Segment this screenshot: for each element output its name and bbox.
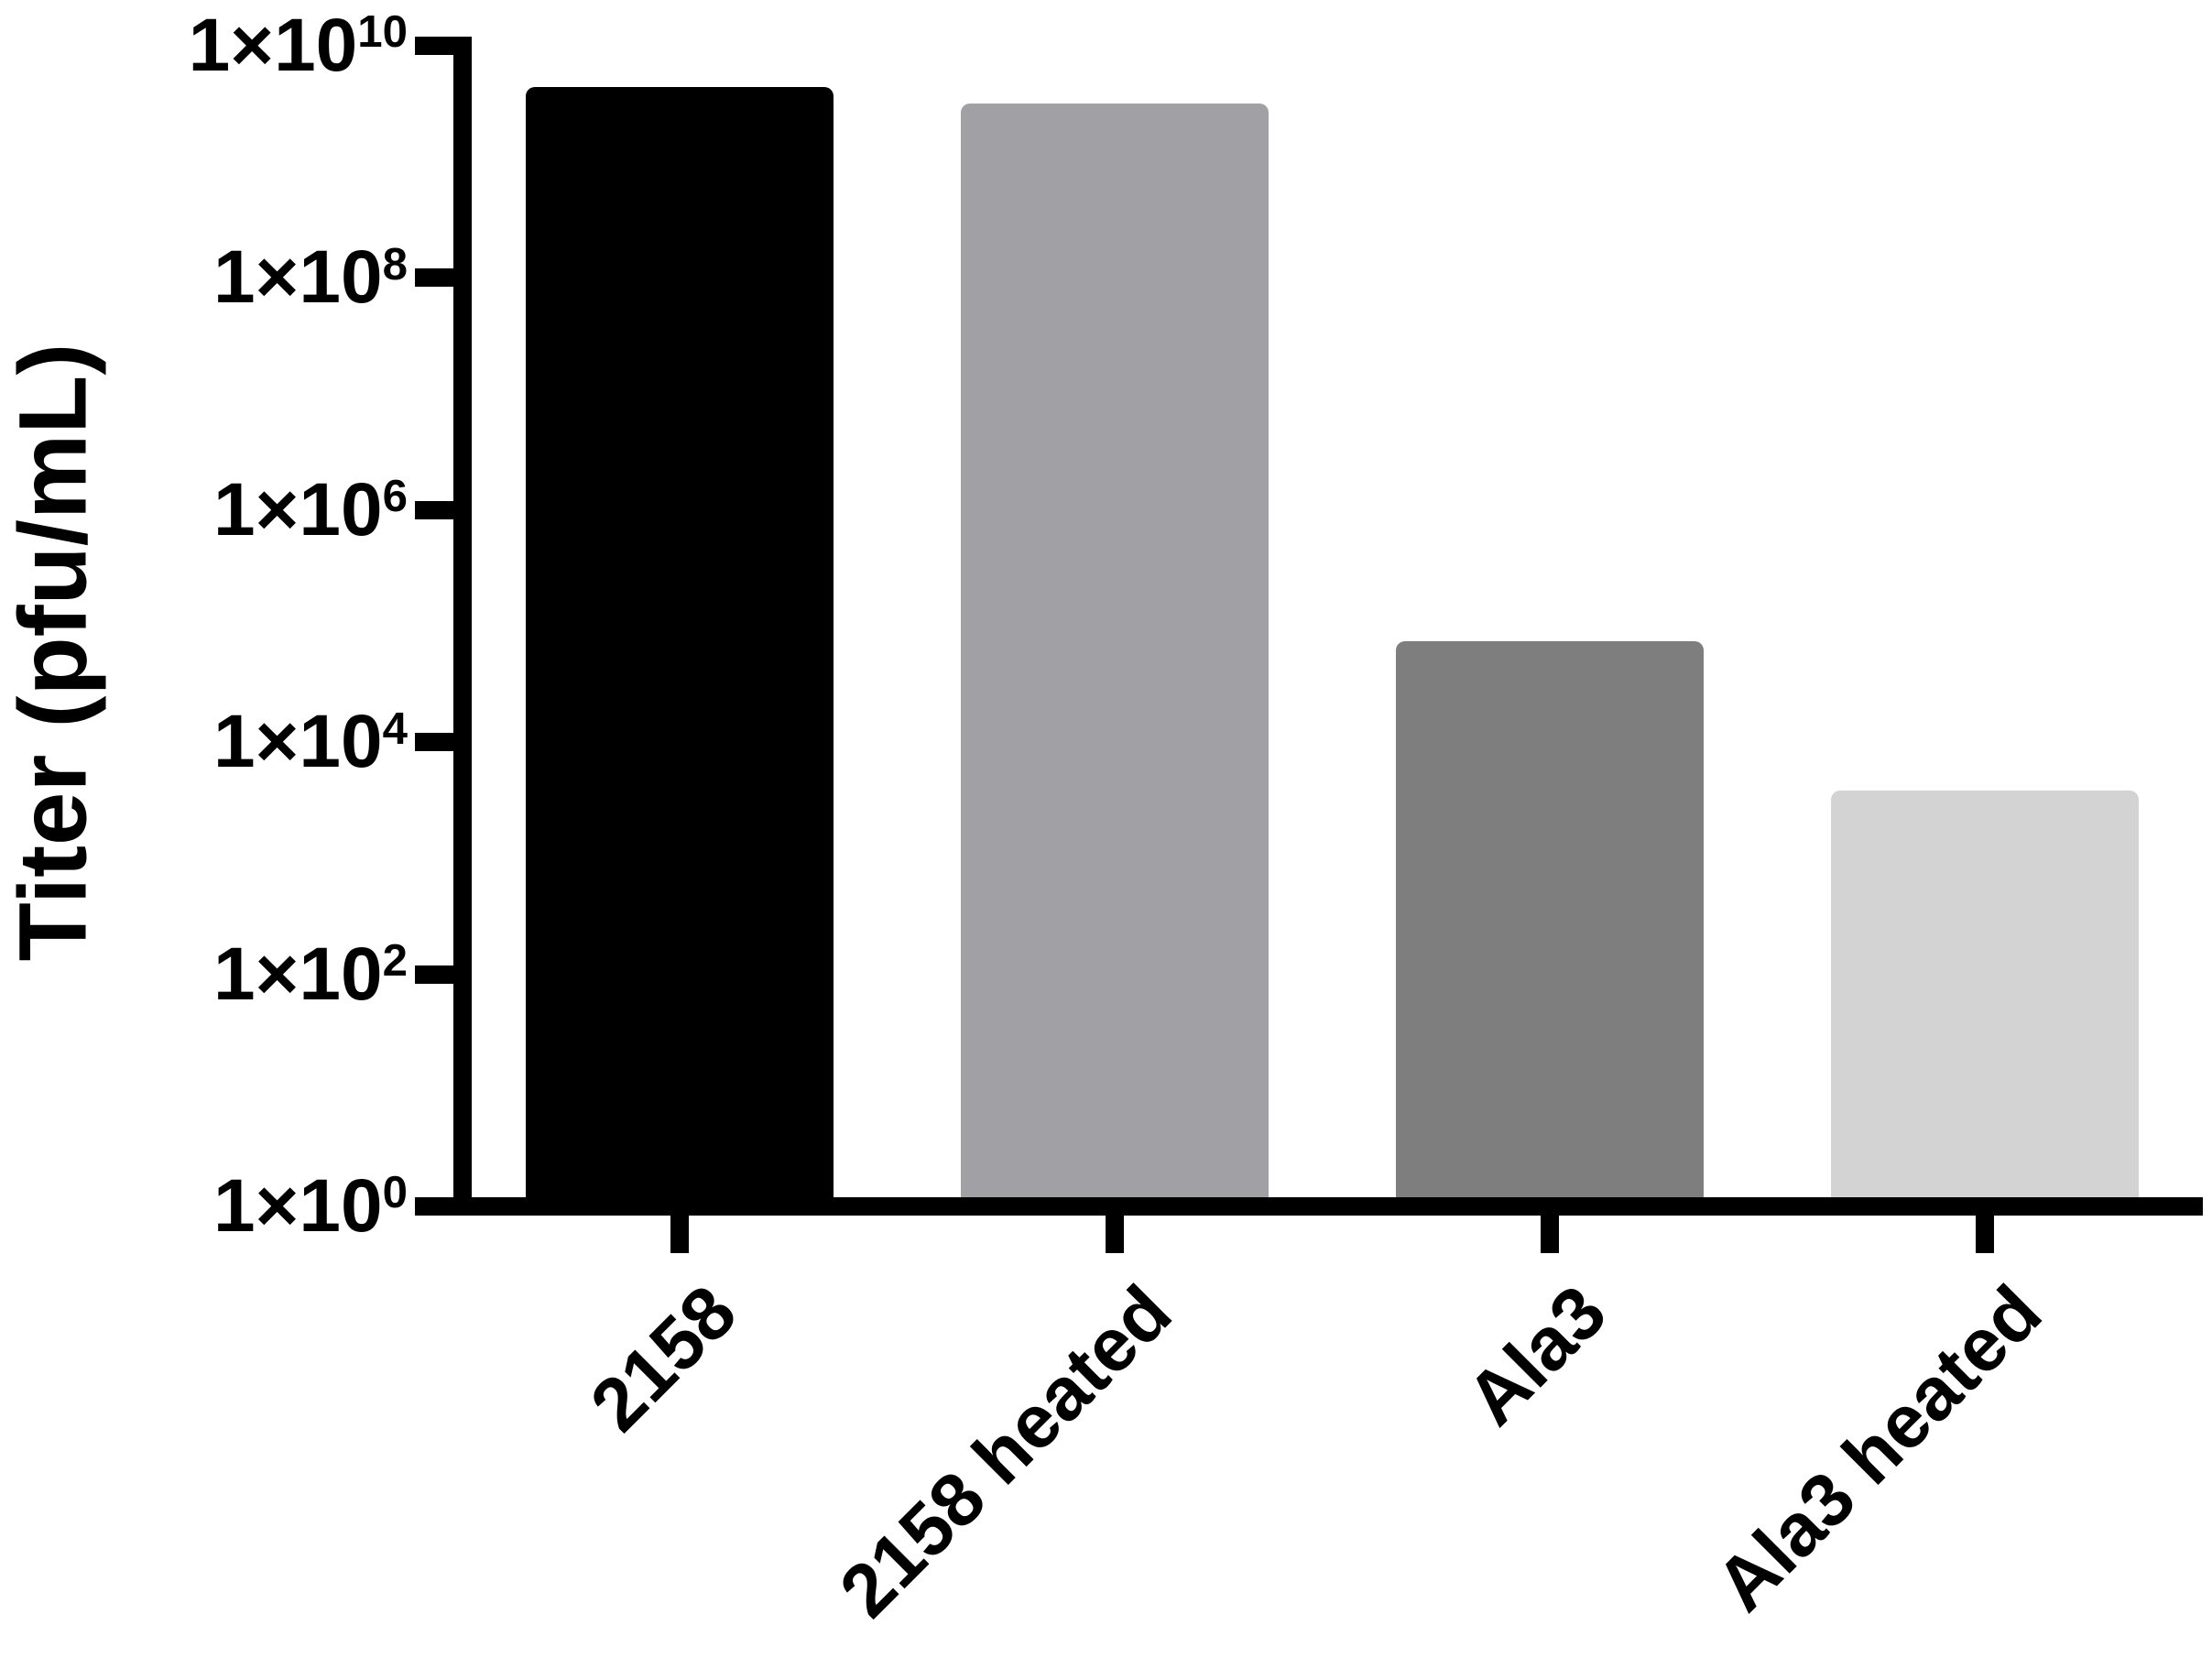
- x-tick: [1541, 1216, 1559, 1253]
- y-tick-exponent: 0: [382, 1167, 408, 1218]
- y-tick-label: 1×102: [212, 932, 408, 1016]
- x-axis-line: [453, 1197, 2203, 1216]
- y-tick: [415, 965, 453, 984]
- y-tick-exponent: 2: [382, 935, 408, 987]
- y-tick-exponent: 8: [382, 238, 408, 289]
- y-tick: [415, 1197, 453, 1216]
- y-tick: [415, 500, 453, 519]
- x-tick: [1106, 1216, 1124, 1253]
- x-tick-label-ala3: Ala3: [1450, 1270, 1622, 1442]
- y-axis-title: Titer (pfu/mL): [0, 343, 107, 962]
- y-tick: [415, 733, 453, 752]
- x-tick-label-2158: 2158: [574, 1270, 752, 1447]
- y-tick-exponent: 4: [382, 703, 408, 754]
- y-tick-exponent: 10: [357, 6, 408, 58]
- x-tick: [1976, 1216, 1994, 1253]
- y-tick-label: 1×108: [212, 235, 408, 320]
- y-axis-line: [453, 37, 472, 1216]
- bar-ala3: [1396, 641, 1704, 1206]
- x-tick-label-ala3-heated: Ala3 heated: [1699, 1270, 2057, 1628]
- y-tick: [415, 37, 453, 55]
- y-tick-exponent: 6: [382, 471, 408, 522]
- y-tick-label: 1×100: [212, 1164, 408, 1248]
- x-tick-label-2158-heated: 2158 heated: [823, 1270, 1187, 1633]
- bar-ala3-heated: [1831, 791, 2139, 1206]
- x-tick: [670, 1216, 689, 1253]
- y-tick-label: 1×104: [212, 700, 408, 784]
- y-tick-label: 1×1010: [188, 4, 408, 87]
- bar-2158: [526, 87, 834, 1206]
- bar-2158-heated: [961, 103, 1269, 1206]
- y-tick: [415, 268, 453, 288]
- y-tick-label: 1×106: [212, 467, 408, 551]
